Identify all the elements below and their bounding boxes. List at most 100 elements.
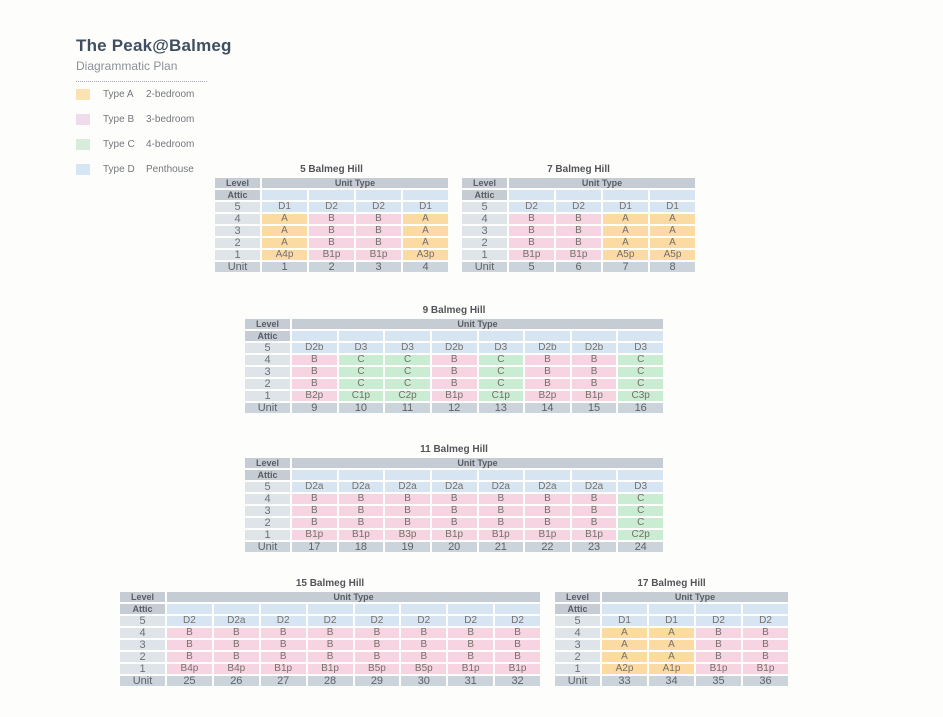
attic-cell [571, 331, 617, 341]
unit-number: 34 [649, 676, 694, 686]
attic-label: Attic [555, 604, 600, 614]
unit-type-cell: B [571, 494, 617, 504]
unit-number: 35 [696, 676, 741, 686]
unit-type-cell: A [403, 238, 448, 248]
header-row: Level Unit Type [245, 319, 663, 329]
unit-number: 7 [603, 262, 648, 272]
unit-number: 17 [292, 542, 337, 552]
unit-type-cell: C1p [478, 391, 524, 401]
unit-type-cell: D2a [525, 482, 570, 492]
attic-label: Attic [245, 331, 290, 341]
unit-type-cell: D2b [571, 343, 617, 353]
unit-type-cell: D2 [696, 616, 741, 626]
unit-type-cell: D2a [571, 482, 617, 492]
attic-cell [385, 331, 430, 341]
attic-cell [262, 190, 307, 200]
unit-type-cell: B [401, 628, 447, 638]
unit-type-cell: C [478, 367, 524, 377]
unit-type-cell: C [385, 367, 430, 377]
unit-number: 23 [571, 542, 617, 552]
attic-cell [167, 604, 212, 614]
unit-type-cell: B [354, 628, 400, 638]
attic-cell [696, 604, 741, 614]
unit-type-cell: C [478, 379, 524, 389]
unit-type-cell: B1p [525, 530, 570, 540]
building-table-15-balmeg-hill: 15 Balmeg Hill Level Unit Type Attic 5 D2 D2a D… [118, 577, 542, 688]
attic-label: Attic [462, 190, 507, 200]
attic-cell [338, 331, 384, 341]
unit-type-cell: B [556, 226, 601, 236]
unit-type-cell: B [356, 214, 401, 224]
unit-type-cell: B1p [448, 664, 494, 674]
unit-type-cell: B3p [385, 530, 430, 540]
unit-type-cell: C [618, 367, 663, 377]
building-table-17-balmeg-hill: 17 Balmeg Hill Level Unit Type Attic 5 D1 D1 D2… [553, 577, 790, 688]
attic-cell [525, 331, 570, 341]
attic-label: Attic [120, 604, 165, 614]
unit-type-cell: A [603, 214, 648, 224]
attic-cell [354, 604, 400, 614]
unit-type-cell: B [431, 506, 477, 516]
unit-type-cell: A4p [262, 250, 307, 260]
legend-item-type-a: Type A 2-bedroom [76, 88, 194, 101]
level-number: 3 [462, 226, 507, 236]
unit-type-cell: B1p [571, 530, 617, 540]
attic-cell [478, 470, 524, 480]
unit-number: 4 [403, 262, 448, 272]
unit-type-cell: B [431, 494, 477, 504]
level-number: 5 [462, 202, 507, 212]
attic-cell [292, 470, 337, 480]
unit-type-cell: B1p [431, 391, 477, 401]
legend-item-type-c: Type C 4-bedroom [76, 138, 194, 151]
building-table-7-balmeg-hill: 7 Balmeg Hill Level Unit Type Attic 5 D2 D2 D1 D… [460, 163, 697, 274]
unit-type-cell: B [525, 379, 570, 389]
unit-type-cell: D2 [356, 202, 401, 212]
unit-type-cell: B [292, 518, 337, 528]
unit-type-cell: B [213, 640, 259, 650]
level-row: 5 D2 D2 D1 D1 [462, 202, 695, 212]
legend-type-desc: 4-bedroom [146, 139, 195, 150]
attic-cell [571, 470, 617, 480]
level-number: 4 [215, 214, 260, 224]
unit-type-cell: B [448, 628, 494, 638]
building-table-11-balmeg-hill: 11 Balmeg Hill Level Unit Type Attic 5 D2a D2a… [243, 443, 665, 554]
unit-number: 31 [448, 676, 494, 686]
building-table-9-balmeg-hill: 9 Balmeg Hill Level Unit Type Attic 5 D2b D3 D3… [243, 304, 665, 415]
unit-type-cell: B [167, 640, 212, 650]
level-header: Level [245, 458, 290, 468]
unit-type-cell: B [743, 652, 788, 662]
unit-row: Unit 25 26 27 28 29 30 31 32 [120, 676, 540, 686]
unit-type-header: Unit Type [262, 178, 448, 188]
unit-type-cell: B [696, 640, 741, 650]
unit-type-cell: B1p [495, 664, 540, 674]
level-number: 3 [245, 367, 290, 377]
header-row: Level Unit Type [245, 458, 663, 468]
level-number: 2 [120, 652, 165, 662]
attic-cell [213, 604, 259, 614]
level-number: 4 [555, 628, 600, 638]
header-row: Level Unit Type [462, 178, 695, 188]
unit-type-cell: B [354, 640, 400, 650]
unit-type-cell: A [602, 652, 647, 662]
unit-type-cell: D2b [525, 343, 570, 353]
unit-type-cell: B [431, 379, 477, 389]
unit-type-cell: C2p [385, 391, 430, 401]
level-number: 2 [555, 652, 600, 662]
unit-type-cell: D2 [556, 202, 601, 212]
unit-type-cell: C [385, 355, 430, 365]
building-title: 11 Balmeg Hill [420, 444, 488, 455]
unit-type-cell: D2 [401, 616, 447, 626]
unit-type-cell: B [338, 506, 384, 516]
unit-type-cell: B [495, 628, 540, 638]
unit-type-cell: D2 [309, 202, 354, 212]
legend-swatch-type-a [76, 89, 90, 100]
level-number: 1 [120, 664, 165, 674]
unit-row: Unit 17 18 19 20 21 22 23 24 [245, 542, 663, 552]
legend-swatch-type-b [76, 114, 90, 125]
building-title: 15 Balmeg Hill [295, 578, 365, 589]
unit-type-cell: C [478, 355, 524, 365]
